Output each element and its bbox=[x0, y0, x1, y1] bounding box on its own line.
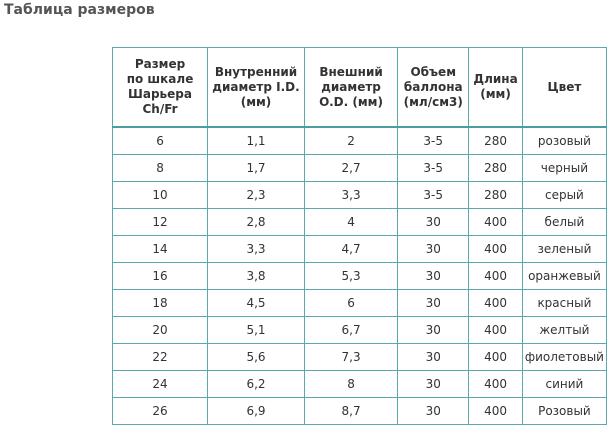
table-cell: 1,7 bbox=[207, 154, 305, 182]
table-cell: 16 bbox=[111, 262, 209, 290]
table-cell: 8 bbox=[303, 370, 399, 398]
table-cell: красный bbox=[521, 289, 608, 317]
table-cell: серый bbox=[521, 181, 608, 209]
table-cell: 400 bbox=[468, 208, 523, 236]
table-cell: 400 bbox=[468, 343, 523, 371]
table-cell: 22 bbox=[111, 343, 209, 371]
table-row: 6 1,1 2 3-5 280 розовый bbox=[111, 126, 608, 155]
table-row: 26 6,9 8,7 30 400 Розовый bbox=[111, 397, 608, 425]
table-cell: 6 bbox=[303, 289, 399, 317]
table-cell: синий bbox=[521, 370, 608, 398]
size-table: Размер по шкале Шарьера Ch/Fr Внутренний … bbox=[111, 47, 608, 425]
table-row: 10 2,3 3,3 3-5 280 серый bbox=[111, 181, 608, 209]
table-cell: 4,7 bbox=[303, 235, 399, 263]
table-cell: 5,6 bbox=[207, 343, 305, 371]
table-cell: 20 bbox=[111, 316, 209, 344]
page-title: Таблица размеров bbox=[4, 2, 155, 18]
header-row: Размер по шкале Шарьера Ch/Fr Внутренний … bbox=[111, 47, 608, 128]
table-row: 12 2,8 4 30 400 белый bbox=[111, 208, 608, 236]
table-cell: зеленый bbox=[521, 235, 608, 263]
table-cell: 7,3 bbox=[303, 343, 399, 371]
table-cell: 6,7 bbox=[303, 316, 399, 344]
table-cell: 2,7 bbox=[303, 154, 399, 182]
table-cell: 3-5 bbox=[397, 181, 470, 209]
header-cell: Внешний диаметр O.D. (мм) bbox=[303, 47, 399, 128]
header-cell: Цвет bbox=[521, 47, 608, 128]
table-cell: 10 bbox=[111, 181, 209, 209]
table-cell: Розовый bbox=[521, 397, 608, 425]
table-body: 6 1,1 2 3-5 280 розовый 8 1,7 2,7 3-5 280 черный 10 2… bbox=[111, 126, 608, 425]
table-row: 8 1,7 2,7 3-5 280 черный bbox=[111, 154, 608, 182]
table-cell: 8,7 bbox=[303, 397, 399, 425]
table-cell: 2,8 bbox=[207, 208, 305, 236]
header-cell: Размер по шкале Шарьера Ch/Fr bbox=[111, 47, 209, 128]
table-cell: оранжевый bbox=[521, 262, 608, 290]
table-cell: 30 bbox=[397, 343, 470, 371]
table-cell: 26 bbox=[111, 397, 209, 425]
table-cell: 3,3 bbox=[207, 235, 305, 263]
table-cell: 14 bbox=[111, 235, 209, 263]
table-cell: 30 bbox=[397, 262, 470, 290]
table-cell: 400 bbox=[468, 235, 523, 263]
table-cell: 3-5 bbox=[397, 154, 470, 182]
table-cell: 30 bbox=[397, 397, 470, 425]
table-cell: 2 bbox=[303, 126, 399, 155]
table-cell: 6,9 bbox=[207, 397, 305, 425]
table-cell: 3,3 bbox=[303, 181, 399, 209]
table-cell: 280 bbox=[468, 181, 523, 209]
table-row: 24 6,2 8 30 400 синий bbox=[111, 370, 608, 398]
table-row: 20 5,1 6,7 30 400 желтый bbox=[111, 316, 608, 344]
table-cell: 30 bbox=[397, 316, 470, 344]
table-cell: 400 bbox=[468, 316, 523, 344]
table-cell: фиолетовый bbox=[521, 343, 608, 371]
header-cell: Внутренний диаметр I.D. (мм) bbox=[207, 47, 305, 128]
table-cell: 400 bbox=[468, 370, 523, 398]
table-cell: 30 bbox=[397, 235, 470, 263]
table-cell: 400 bbox=[468, 289, 523, 317]
table-cell: 3,8 bbox=[207, 262, 305, 290]
table-cell: 30 bbox=[397, 208, 470, 236]
header-cell: Длина (мм) bbox=[468, 47, 523, 128]
table-cell: 12 bbox=[111, 208, 209, 236]
table-cell: 6 bbox=[111, 126, 209, 155]
table-row: 22 5,6 7,3 30 400 фиолетовый bbox=[111, 343, 608, 371]
table-cell: розовый bbox=[521, 126, 608, 155]
table-cell: 280 bbox=[468, 154, 523, 182]
table-cell: 3-5 bbox=[397, 126, 470, 155]
table-cell: 6,2 bbox=[207, 370, 305, 398]
table-cell: 2,3 bbox=[207, 181, 305, 209]
table-cell: 1,1 bbox=[207, 126, 305, 155]
table-cell: 400 bbox=[468, 262, 523, 290]
table-cell: 5,1 bbox=[207, 316, 305, 344]
table-cell: желтый bbox=[521, 316, 608, 344]
table-cell: 18 bbox=[111, 289, 209, 317]
table-cell: 30 bbox=[397, 370, 470, 398]
table-cell: 24 bbox=[111, 370, 209, 398]
table-cell: 4,5 bbox=[207, 289, 305, 317]
table-row: 18 4,5 6 30 400 красный bbox=[111, 289, 608, 317]
table-cell: 280 bbox=[468, 126, 523, 155]
table-cell: 30 bbox=[397, 289, 470, 317]
table-row: 14 3,3 4,7 30 400 зеленый bbox=[111, 235, 608, 263]
header-cell: Объем баллона (мл/см3) bbox=[397, 47, 470, 128]
table-cell: черный bbox=[521, 154, 608, 182]
table-cell: 5,3 bbox=[303, 262, 399, 290]
table-cell: 8 bbox=[111, 154, 209, 182]
table-cell: 4 bbox=[303, 208, 399, 236]
table-row: 16 3,8 5,3 30 400 оранжевый bbox=[111, 262, 608, 290]
table-cell: 400 bbox=[468, 397, 523, 425]
table-cell: белый bbox=[521, 208, 608, 236]
